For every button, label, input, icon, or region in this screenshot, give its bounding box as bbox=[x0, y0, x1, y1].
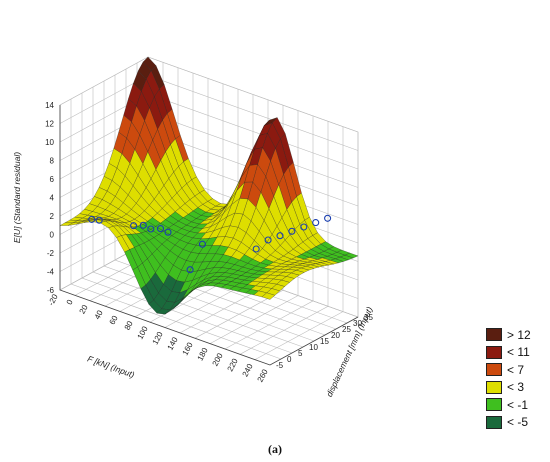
color-legend: > 12 < 11 < 7 < 3 < -1 < -5 bbox=[486, 326, 548, 431]
x-tick-label: 240 bbox=[241, 362, 255, 378]
x-tick-label: 260 bbox=[256, 367, 270, 383]
x-tick-label: 180 bbox=[196, 346, 210, 362]
data-point bbox=[300, 223, 308, 231]
legend-label: < -5 bbox=[507, 415, 529, 430]
x-tick-label: 60 bbox=[108, 314, 120, 327]
z-tick-label: -4 bbox=[47, 268, 55, 277]
legend-swatch bbox=[486, 345, 502, 359]
x-tick-label: 80 bbox=[123, 319, 135, 332]
legend-label: < 7 bbox=[507, 362, 525, 377]
y-tick-label: 5 bbox=[298, 349, 303, 358]
data-point bbox=[88, 215, 96, 223]
data-point bbox=[186, 266, 194, 274]
legend-swatch bbox=[486, 363, 502, 377]
data-point bbox=[264, 236, 272, 244]
z-tick-label: 6 bbox=[50, 175, 55, 184]
z-tick-label: 14 bbox=[45, 101, 54, 110]
observed-points bbox=[88, 214, 332, 274]
legend-item: > 12 bbox=[486, 326, 548, 344]
data-point bbox=[198, 240, 206, 248]
legend-swatch bbox=[486, 328, 502, 342]
y-tick-label: 35 bbox=[364, 313, 373, 322]
y-tick-label: 0 bbox=[287, 355, 292, 364]
legend-swatch bbox=[486, 380, 502, 394]
data-point bbox=[324, 214, 332, 222]
y-tick-label: 20 bbox=[331, 331, 340, 340]
x-tick-label: 100 bbox=[136, 324, 150, 340]
x-tick-label: 40 bbox=[93, 308, 105, 321]
z-tick-label: 2 bbox=[50, 212, 55, 221]
surface-cell bbox=[261, 292, 276, 300]
legend-item: < 7 bbox=[486, 361, 548, 379]
legend-item: < -1 bbox=[486, 396, 548, 414]
data-point bbox=[252, 245, 260, 253]
data-point bbox=[156, 225, 165, 233]
z-tick-label: 8 bbox=[50, 157, 55, 166]
y-tick-label: 25 bbox=[342, 325, 351, 334]
legend-label: < 3 bbox=[507, 380, 525, 395]
legend-label: < 11 bbox=[507, 345, 530, 360]
legend-swatch bbox=[486, 398, 502, 412]
data-point bbox=[95, 216, 103, 224]
y-tick-label: 30 bbox=[353, 319, 362, 328]
z-tick-label: -6 bbox=[47, 286, 55, 295]
y-axis-label: displacement [mm] (Input) bbox=[324, 305, 375, 398]
legend-label: < -1 bbox=[507, 397, 529, 412]
x-tick-label: 140 bbox=[166, 335, 180, 351]
legend-item: < 3 bbox=[486, 379, 548, 397]
legend-item: < -5 bbox=[486, 414, 548, 432]
data-point bbox=[288, 227, 296, 235]
legend-label: > 12 bbox=[507, 327, 531, 342]
x-tick-label: 120 bbox=[151, 330, 165, 346]
data-point bbox=[312, 219, 320, 227]
x-tick-label: 160 bbox=[181, 340, 195, 356]
legend-item: < 11 bbox=[486, 344, 548, 362]
x-tick-label: 0 bbox=[65, 298, 75, 307]
z-tick-label: 12 bbox=[45, 120, 54, 129]
x-tick-label: 200 bbox=[211, 351, 225, 367]
y-tick-label: 10 bbox=[309, 343, 318, 352]
x-tick-label: 220 bbox=[226, 357, 240, 373]
response-surface bbox=[59, 56, 359, 315]
x-tick-label: 20 bbox=[78, 303, 90, 316]
z-axis-label: E[U] (Standard residual) bbox=[12, 152, 22, 243]
y-tick-label: 15 bbox=[320, 337, 329, 346]
z-tick-label: 0 bbox=[50, 231, 55, 240]
figure-caption: (a) bbox=[268, 442, 282, 456]
z-tick-label: 10 bbox=[45, 138, 54, 147]
data-point bbox=[147, 225, 155, 233]
data-point bbox=[164, 228, 172, 236]
z-tick-label: 4 bbox=[50, 194, 55, 203]
x-axis-label: F [kN] (Input) bbox=[86, 354, 136, 380]
data-point bbox=[276, 232, 284, 240]
legend-swatch bbox=[486, 415, 502, 429]
data-point bbox=[130, 222, 138, 230]
data-point bbox=[139, 221, 147, 229]
y-tick-label: -5 bbox=[276, 361, 284, 370]
z-tick-label: -2 bbox=[47, 249, 55, 258]
